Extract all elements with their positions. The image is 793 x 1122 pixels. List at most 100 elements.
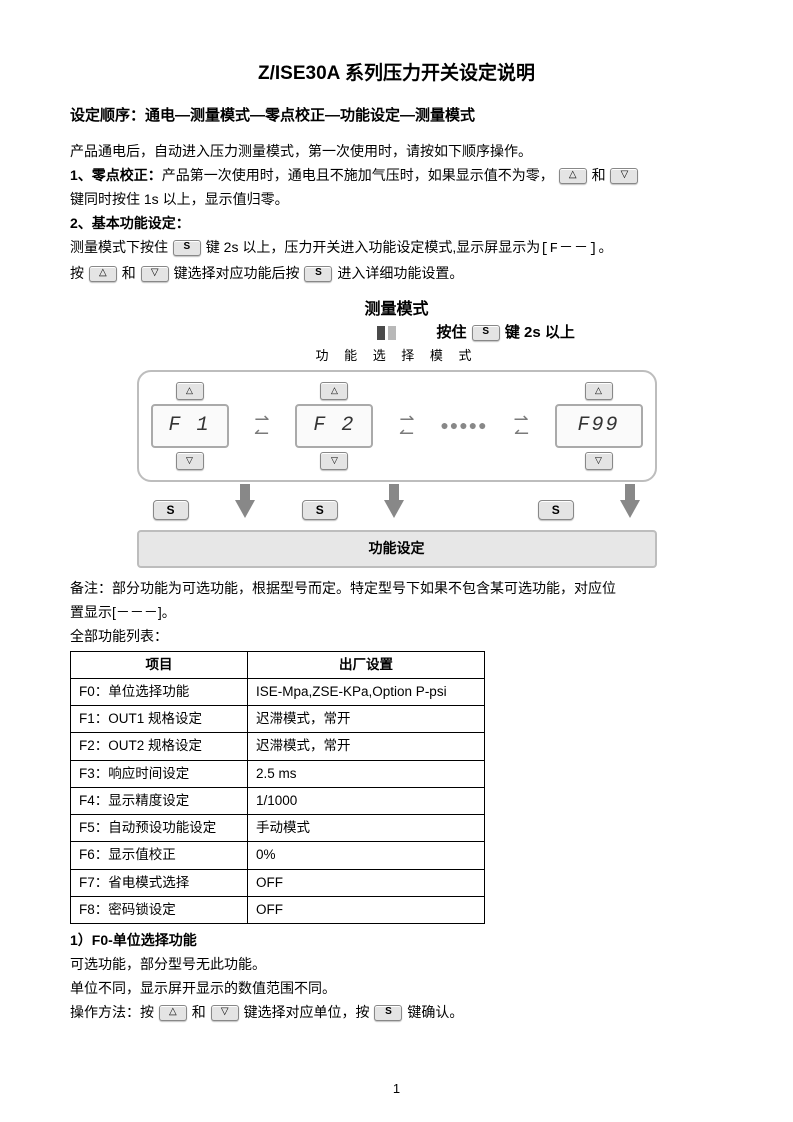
table-cell-default: OFF — [248, 896, 485, 923]
basic-a2: 键 2s 以上，压力开关进入功能设定模式,显示屏显示为 — [206, 239, 540, 255]
s-key-icon: S — [173, 240, 201, 256]
basic-line-2: 按 △ 和 ▽ 键选择对应功能后按 S 进入详细功能设置。 — [70, 263, 723, 284]
page-title: Z/ISE30A 系列压力开关设定说明 — [70, 60, 723, 89]
table-row: F8：密码锁设定OFF — [71, 896, 485, 923]
indicator-bar-dark — [377, 326, 385, 340]
swap-icon-1: ⇀⇀ — [254, 412, 269, 440]
down-key-icon: ▽ — [610, 168, 638, 184]
table-header-item: 项目 — [71, 651, 248, 678]
basic-a4: 。 — [598, 239, 612, 255]
s-button-2[interactable]: S — [302, 500, 338, 520]
f0-line2: 单位不同，显示屏开显示的数值范围不同。 — [70, 978, 723, 999]
f0-l3a: 操作方法：按 — [70, 1004, 154, 1020]
s-button-3[interactable]: S — [538, 500, 574, 520]
zero-label: 1、零点校正： — [70, 167, 162, 183]
function-setting-bar: 功能设定 — [137, 530, 657, 568]
table-cell-default: 2.5 ms — [248, 760, 485, 787]
basic-b1: 按 — [70, 265, 84, 281]
s-button[interactable]: S — [153, 500, 189, 520]
table-cell-item: F8：密码锁设定 — [71, 896, 248, 923]
basic-line-1: 测量模式下按住 S 键 2s 以上，压力开关进入功能设定模式,显示屏显示为[F－… — [70, 237, 723, 260]
basic-a1: 测量模式下按住 — [70, 239, 168, 255]
down-arrow-icon — [235, 500, 255, 518]
basic-a3: [F－－] — [540, 241, 598, 257]
lcd-f1: F 1 — [151, 404, 229, 448]
up-key-icon-2: △ — [89, 266, 117, 282]
table-cell-item: F7：省电模式选择 — [71, 869, 248, 896]
f0-l3b: 和 — [192, 1004, 206, 1020]
up-key-icon: △ — [559, 168, 587, 184]
table-cell-item: F1：OUT1 规格设定 — [71, 706, 248, 733]
table-cell-item: F6：显示值校正 — [71, 842, 248, 869]
hold-b: 键 2s 以上 — [505, 324, 575, 341]
swap-icon-2: ⇀⇀ — [399, 412, 414, 440]
table-row: F5：自动预设功能设定手动模式 — [71, 815, 485, 842]
s-key-icon-3: S — [472, 325, 500, 341]
table-cell-default: 迟滞模式，常开 — [248, 733, 485, 760]
sequence-line: 设定顺序：通电—测量模式—零点校正—功能设定—测量模式 — [70, 105, 723, 128]
lcd-panel: △ F 1 ▽ ⇀⇀ △ F 2 ▽ ⇀⇀ ●●●●● ⇀⇀ △ F99 ▽ — [137, 370, 657, 482]
col-f1: △ F 1 ▽ — [151, 382, 229, 470]
down-key-icon-3: ▽ — [211, 1005, 239, 1021]
note-line2: 置显示[－－－]。 — [70, 602, 723, 623]
indicator-bar-light — [388, 326, 396, 340]
function-table: 项目 出厂设置 F0：单位选择功能ISE-Mpa,ZSE-KPa,Option … — [70, 651, 485, 925]
f0-l3c: 键选择对应单位，按 — [244, 1004, 370, 1020]
f0-line1: 可选功能，部分型号无此功能。 — [70, 954, 723, 975]
down-button-3[interactable]: ▽ — [585, 452, 613, 470]
down-button-2[interactable]: ▽ — [320, 452, 348, 470]
f0-l3d: 键确认。 — [407, 1004, 463, 1020]
mode-diagram: 测量模式 按住 S 键 2s 以上 功 能 选 择 模 式 △ F 1 ▽ ⇀⇀… — [137, 298, 657, 568]
table-cell-item: F2：OUT2 规格设定 — [71, 733, 248, 760]
down-button[interactable]: ▽ — [176, 452, 204, 470]
s-arrow-6 — [620, 500, 640, 520]
s-arrow-1: S — [153, 500, 189, 520]
up-button[interactable]: △ — [176, 382, 204, 400]
table-header-default: 出厂设置 — [248, 651, 485, 678]
zero-text-a: 产品第一次使用时，通电且不施加气压时，如果显示值不为零， — [162, 167, 554, 183]
zero-correction-line1: 1、零点校正：产品第一次使用时，通电且不施加气压时，如果显示值不为零， △ 和 … — [70, 165, 723, 186]
ellipsis-dots: ●●●●● — [440, 415, 487, 436]
table-cell-default: ISE-Mpa,ZSE-KPa,Option P-psi — [248, 678, 485, 705]
hold-a: 按住 — [437, 324, 467, 341]
table-cell-default: 1/1000 — [248, 787, 485, 814]
down-arrow-icon-2 — [384, 500, 404, 518]
down-arrow-icon-3 — [620, 500, 640, 518]
basic-setting-label: 2、基本功能设定： — [70, 213, 723, 234]
up-button-3[interactable]: △ — [585, 382, 613, 400]
table-row: F4：显示精度设定1/1000 — [71, 787, 485, 814]
page-number: 1 — [0, 1079, 793, 1099]
s-key-icon-2: S — [304, 266, 332, 282]
zero-text-b: 和 — [592, 167, 606, 183]
up-button-2[interactable]: △ — [320, 382, 348, 400]
table-row: F7：省电模式选择OFF — [71, 869, 485, 896]
f0-line3: 操作方法：按 △ 和 ▽ 键选择对应单位，按 S 键确认。 — [70, 1002, 723, 1023]
col-f2: △ F 2 ▽ — [295, 382, 373, 470]
table-cell-default: OFF — [248, 869, 485, 896]
basic-b3: 键选择对应功能后按 — [174, 265, 300, 281]
s-arrow-3: S — [302, 500, 338, 520]
down-key-icon-2: ▽ — [141, 266, 169, 282]
zero-correction-line2: 键同时按住 1s 以上，显示值归零。 — [70, 189, 723, 210]
note2-text: 置显示[－－－]。 — [70, 604, 176, 620]
table-cell-item: F4：显示精度设定 — [71, 787, 248, 814]
all-functions-label: 全部功能列表： — [70, 626, 723, 647]
col-f99: △ F99 ▽ — [555, 382, 643, 470]
basic-b2: 和 — [122, 265, 136, 281]
table-row: F3：响应时间设定2.5 ms — [71, 760, 485, 787]
s-arrow-5: S — [538, 500, 574, 520]
f0-section-title: 1）F0-单位选择功能 — [70, 930, 723, 951]
table-cell-default: 迟滞模式，常开 — [248, 706, 485, 733]
note-line1: 备注：部分功能为可选功能，根据型号而定。特定型号下如果不包含某可选功能，对应位 — [70, 578, 723, 599]
table-row: F6：显示值校正0% — [71, 842, 485, 869]
basic-b4: 进入详细功能设置。 — [337, 265, 463, 281]
s-arrow-4 — [384, 500, 404, 520]
mode-select-label: 功 能 选 择 模 式 — [137, 346, 657, 366]
table-row: F2：OUT2 规格设定迟滞模式，常开 — [71, 733, 485, 760]
table-cell-default: 0% — [248, 842, 485, 869]
table-cell-item: F5：自动预设功能设定 — [71, 815, 248, 842]
table-cell-item: F3：响应时间设定 — [71, 760, 248, 787]
table-cell-default: 手动模式 — [248, 815, 485, 842]
up-key-icon-3: △ — [159, 1005, 187, 1021]
table-cell-item: F0：单位选择功能 — [71, 678, 248, 705]
